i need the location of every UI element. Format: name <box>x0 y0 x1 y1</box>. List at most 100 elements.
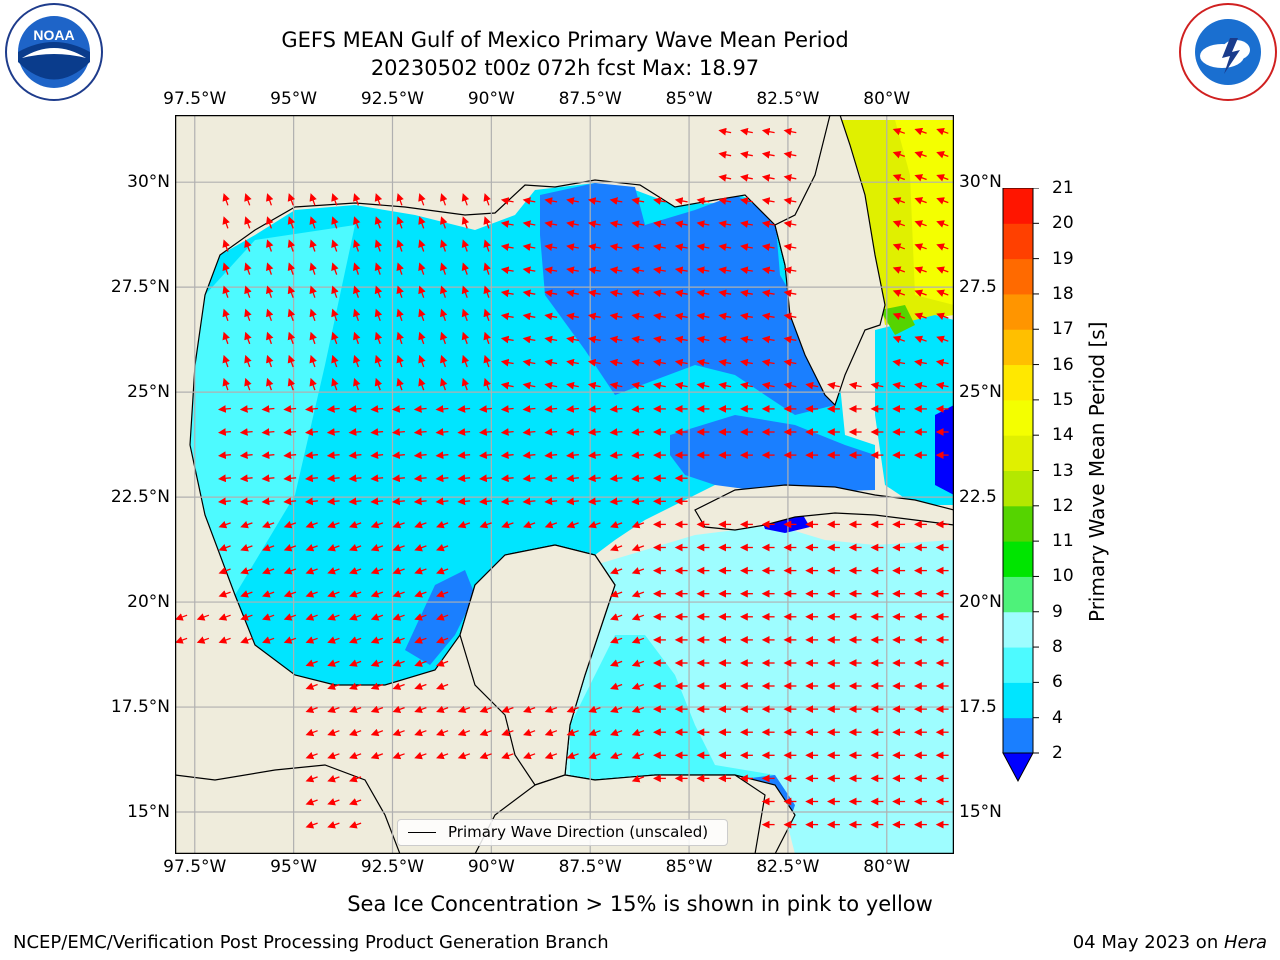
colorbar-tick-label: 11 <box>1052 531 1074 552</box>
wave-direction-arrow <box>414 636 427 644</box>
wave-direction-arrow <box>631 243 645 251</box>
wave-direction-arrow <box>353 193 361 206</box>
wave-direction-arrow <box>348 405 362 413</box>
wave-direction-arrow <box>283 590 297 598</box>
wave-direction-arrow <box>435 451 449 460</box>
wave-direction-arrow <box>305 728 318 737</box>
wave-direction-arrow <box>392 590 405 598</box>
wave-direction-arrow <box>418 308 426 322</box>
wave-direction-arrow <box>696 197 710 205</box>
wave-direction-arrow <box>266 239 274 252</box>
wave-direction-arrow <box>413 451 427 460</box>
wave-direction-arrow <box>609 474 623 483</box>
wave-direction-arrow <box>544 405 558 413</box>
lon-tick-bottom: 80°W <box>863 857 911 877</box>
wave-direction-arrow <box>761 266 775 275</box>
wave-direction-arrow <box>218 474 231 483</box>
wave-direction-arrow <box>266 216 274 229</box>
colorbar-tick-label: 17 <box>1052 319 1074 340</box>
wave-direction-arrow <box>696 266 710 275</box>
wave-direction-arrow <box>440 308 448 322</box>
wave-direction-arrow <box>500 197 514 205</box>
wave-direction-arrow <box>566 197 579 205</box>
wave-direction-arrow <box>631 197 645 205</box>
wave-direction-arrow <box>544 266 558 275</box>
wave-direction-arrow <box>457 474 471 483</box>
wave-direction-arrow <box>566 520 579 529</box>
lat-tick-left: 30°N <box>127 172 170 193</box>
wave-direction-arrow <box>414 682 427 690</box>
wave-direction-arrow <box>222 239 230 252</box>
wave-direction-arrow <box>761 381 775 390</box>
map-frame <box>175 115 954 854</box>
wave-direction-arrow <box>370 705 384 714</box>
wave-direction-arrow <box>418 331 426 345</box>
wave-direction-arrow <box>631 636 645 644</box>
wave-direction-arrow <box>175 613 188 621</box>
wave-direction-arrow <box>522 197 536 205</box>
wave-direction-arrow <box>331 354 339 368</box>
wave-direction-arrow <box>327 590 340 598</box>
wave-direction-arrow <box>936 312 949 321</box>
wave-direction-arrow <box>218 636 231 644</box>
wave-direction-arrow <box>761 312 775 321</box>
wave-direction-arrow <box>631 520 645 529</box>
wave-direction-arrow <box>327 798 340 806</box>
wave-direction-arrow <box>544 358 558 367</box>
wave-direction-arrow <box>305 821 318 829</box>
wave-direction-arrow <box>305 798 318 806</box>
wave-direction-arrow <box>348 474 362 483</box>
wave-direction-arrow <box>353 262 361 275</box>
wave-direction-arrow <box>287 262 296 275</box>
wave-direction-arrow <box>631 428 645 436</box>
wave-direction-arrow <box>305 543 318 552</box>
wave-direction-arrow <box>283 613 297 621</box>
wave-direction-arrow <box>761 150 775 159</box>
wave-direction-arrow <box>500 405 514 413</box>
wave-direction-arrow <box>392 520 405 529</box>
wave-direction-arrow <box>418 193 426 206</box>
wave-direction-arrow <box>331 239 339 252</box>
wave-direction-arrow <box>374 262 383 275</box>
wave-direction-arrow <box>353 239 361 252</box>
wave-direction-arrow <box>283 405 297 413</box>
wave-direction-arrow <box>610 590 623 598</box>
wave-direction-arrow <box>414 590 427 598</box>
wave-direction-arrow <box>348 428 362 436</box>
wave-direction-arrow <box>374 285 383 298</box>
wave-direction-arrow <box>436 567 449 575</box>
wave-direction-arrow <box>783 381 797 390</box>
wave-direction-arrow <box>740 220 753 228</box>
lon-tick-top: 85°W <box>665 89 713 109</box>
wave-direction-arrow <box>414 705 427 714</box>
colorbar-tick-label: 18 <box>1052 283 1074 304</box>
wave-direction-arrow <box>305 705 318 714</box>
colorbar-segment <box>1003 188 1033 224</box>
wave-direction-arrow <box>500 335 514 344</box>
wave-direction-arrow <box>609 312 623 321</box>
wave-direction-arrow <box>544 220 558 228</box>
wave-direction-arrow <box>435 428 449 436</box>
wave-direction-arrow <box>283 451 297 460</box>
wave-direction-arrow <box>522 381 536 390</box>
wave-direction-arrow <box>936 197 949 205</box>
wave-direction-arrow <box>436 659 449 667</box>
wave-direction-arrow <box>544 474 558 483</box>
wave-direction-arrow <box>696 220 710 228</box>
wave-direction-arrow <box>305 590 318 598</box>
wave-direction-arrow <box>587 335 601 344</box>
wave-direction-arrow <box>566 381 579 390</box>
wave-direction-arrow <box>327 520 340 529</box>
wave-direction-arrow <box>761 197 775 205</box>
wave-direction-arrow <box>631 497 645 506</box>
wave-direction-arrow <box>418 377 426 391</box>
wave-direction-arrow <box>483 239 491 252</box>
wave-direction-arrow <box>309 193 317 206</box>
wave-direction-arrow <box>544 728 558 737</box>
wave-direction-arrow <box>435 474 449 483</box>
wave-direction-arrow <box>396 193 404 206</box>
wave-direction-arrow <box>740 150 753 159</box>
wave-direction-arrow <box>457 520 471 529</box>
wave-direction-arrow <box>718 220 732 228</box>
wave-direction-arrow <box>631 358 645 367</box>
